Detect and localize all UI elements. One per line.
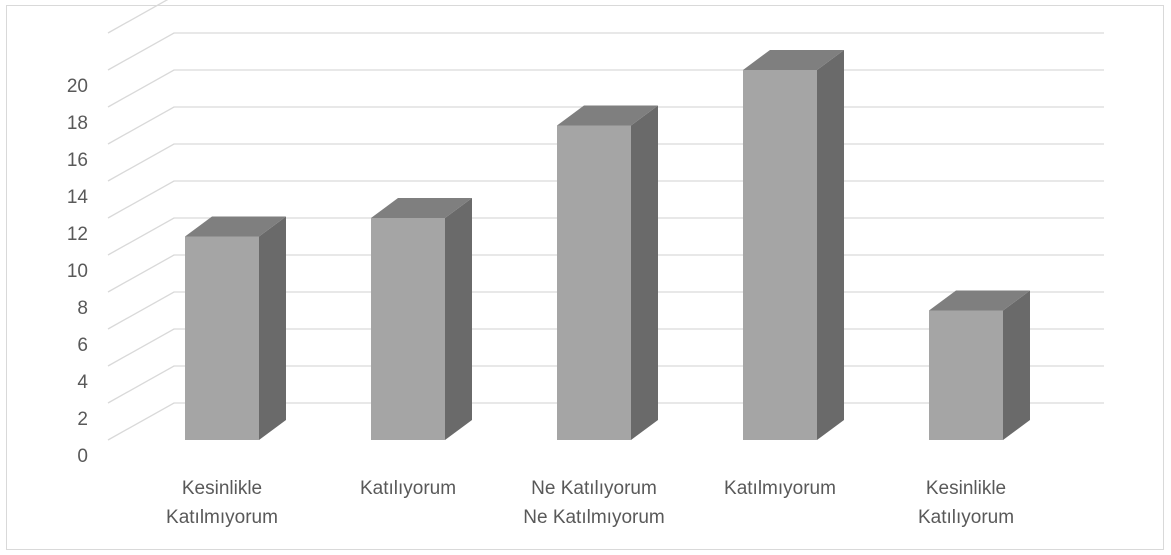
bar <box>371 218 445 440</box>
category-label: Kesinlikle Katılıyorum <box>918 478 1014 528</box>
bar-top <box>371 198 472 218</box>
bar <box>929 310 1003 440</box>
bar-side <box>1003 290 1030 440</box>
bar <box>557 125 631 440</box>
gridline <box>107 0 169 34</box>
bar-top <box>557 105 658 126</box>
y-tick-label: 4 <box>77 372 88 393</box>
category-label: Katılıyorum <box>360 478 456 499</box>
bar-side <box>631 105 658 440</box>
bar <box>743 70 817 440</box>
category-label: Katılmıyorum <box>724 478 836 499</box>
bar-top <box>185 216 286 237</box>
bar-side <box>445 198 472 440</box>
gridline <box>107 32 1104 71</box>
y-tick-label: 18 <box>67 113 88 134</box>
y-tick-label: 12 <box>67 224 88 245</box>
bar-side <box>259 216 286 440</box>
y-tick-label: 16 <box>67 150 88 171</box>
y-tick-label: 14 <box>67 187 89 208</box>
y-tick-label: 2 <box>77 409 88 430</box>
y-tick-label: 8 <box>77 298 88 319</box>
gridline <box>107 69 1104 108</box>
y-tick-label: 10 <box>67 261 88 282</box>
y-tick-label: 6 <box>77 335 88 356</box>
category-label: Kesinlikle Katılmıyorum <box>166 478 278 528</box>
bar <box>185 236 259 440</box>
y-tick-label: 20 <box>67 76 88 97</box>
y-tick-label: 0 <box>77 446 88 467</box>
bar-top <box>743 50 844 70</box>
bar-side <box>817 50 844 440</box>
category-label: Ne Katılıyorum Ne Katılmıyorum <box>523 478 664 528</box>
bar-top <box>929 290 1030 311</box>
